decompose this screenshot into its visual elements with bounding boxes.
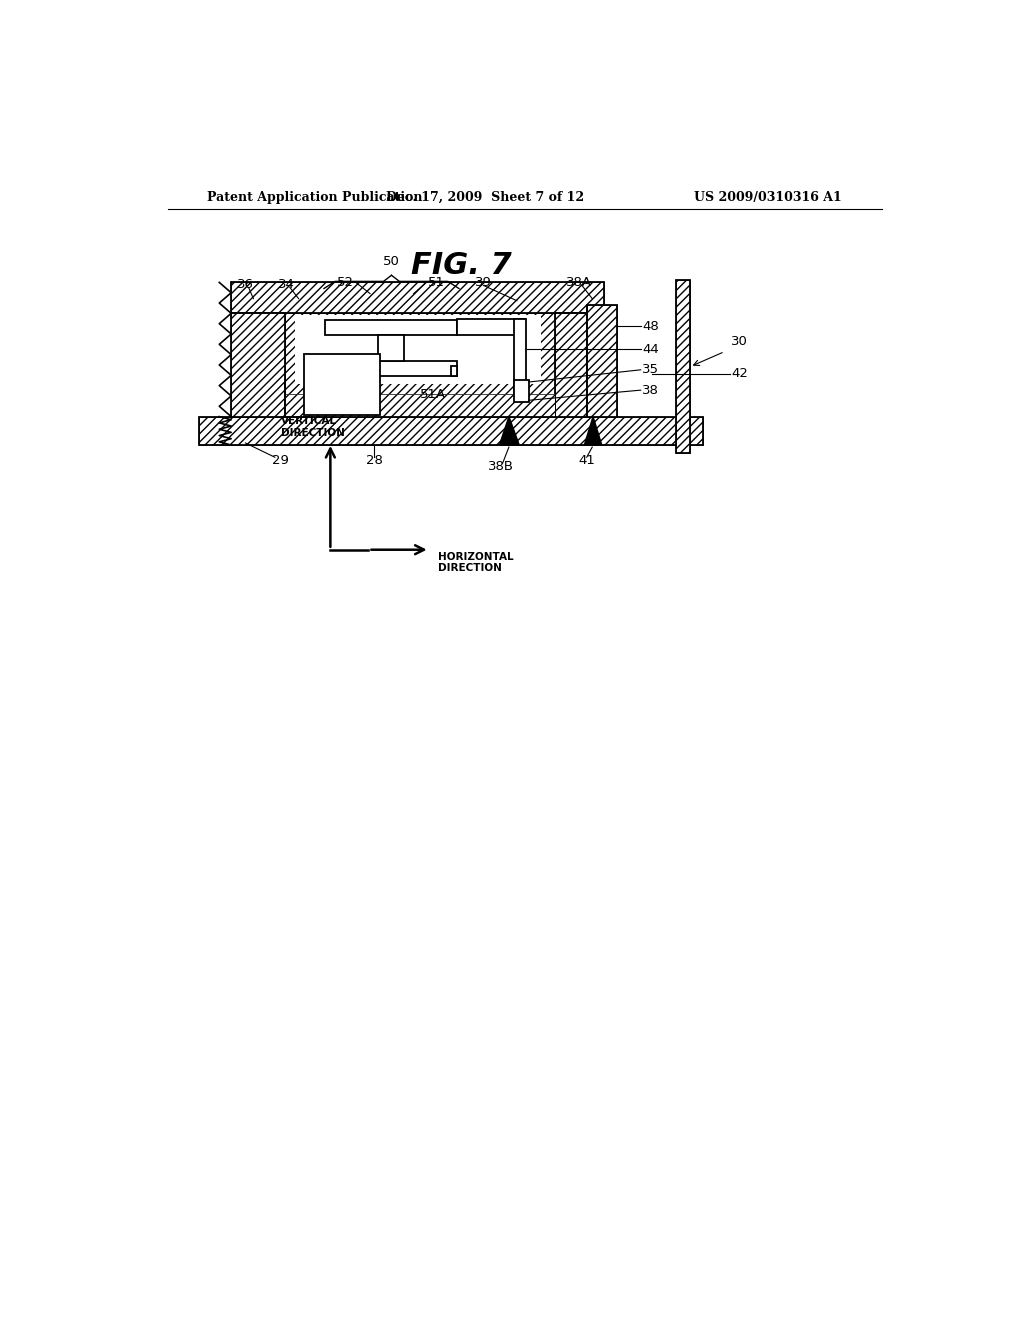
- Bar: [285, 395, 555, 417]
- Text: 41: 41: [579, 454, 595, 467]
- Text: 51: 51: [428, 276, 445, 289]
- Text: 38A: 38A: [566, 276, 592, 289]
- Text: VERTICAL
DIRECTION: VERTICAL DIRECTION: [282, 416, 345, 438]
- Polygon shape: [585, 417, 602, 445]
- Bar: [514, 319, 526, 395]
- Bar: [304, 354, 380, 414]
- Text: 51A: 51A: [420, 388, 446, 401]
- Text: Patent Application Publication: Patent Application Publication: [207, 190, 423, 203]
- Bar: [231, 282, 604, 313]
- Polygon shape: [500, 417, 519, 445]
- Text: 44: 44: [642, 343, 659, 356]
- Bar: [200, 417, 703, 445]
- Bar: [379, 335, 403, 360]
- Bar: [325, 319, 458, 335]
- Bar: [587, 305, 616, 417]
- Text: 42: 42: [731, 367, 748, 380]
- Text: 39: 39: [475, 276, 492, 289]
- Bar: [555, 313, 587, 417]
- Text: US 2009/0310316 A1: US 2009/0310316 A1: [694, 190, 842, 203]
- Text: 52: 52: [337, 276, 354, 289]
- Bar: [587, 305, 616, 417]
- Text: 34: 34: [279, 279, 295, 290]
- Bar: [231, 282, 604, 313]
- Bar: [325, 360, 458, 376]
- Bar: [514, 380, 528, 403]
- Text: HORIZONTAL
DIRECTION: HORIZONTAL DIRECTION: [437, 552, 513, 573]
- Bar: [451, 366, 458, 376]
- Text: 29: 29: [272, 454, 289, 467]
- Text: 50: 50: [383, 255, 400, 268]
- Bar: [676, 280, 690, 453]
- Text: Dec. 17, 2009  Sheet 7 of 12: Dec. 17, 2009 Sheet 7 of 12: [386, 190, 584, 203]
- Bar: [676, 280, 690, 453]
- Text: 48: 48: [642, 319, 659, 333]
- Text: 38: 38: [642, 384, 659, 396]
- Text: 38B: 38B: [488, 459, 514, 473]
- Text: 36: 36: [237, 279, 254, 290]
- Bar: [555, 313, 587, 417]
- Bar: [200, 417, 703, 445]
- Bar: [285, 395, 555, 417]
- Bar: [295, 315, 541, 384]
- Bar: [458, 319, 524, 335]
- Text: FIG. 7: FIG. 7: [411, 251, 512, 280]
- Bar: [285, 313, 555, 417]
- Bar: [231, 313, 285, 417]
- Bar: [285, 313, 555, 417]
- Text: 30: 30: [731, 335, 748, 348]
- Text: 28: 28: [366, 454, 382, 467]
- Text: 35: 35: [642, 363, 659, 376]
- Bar: [231, 313, 285, 417]
